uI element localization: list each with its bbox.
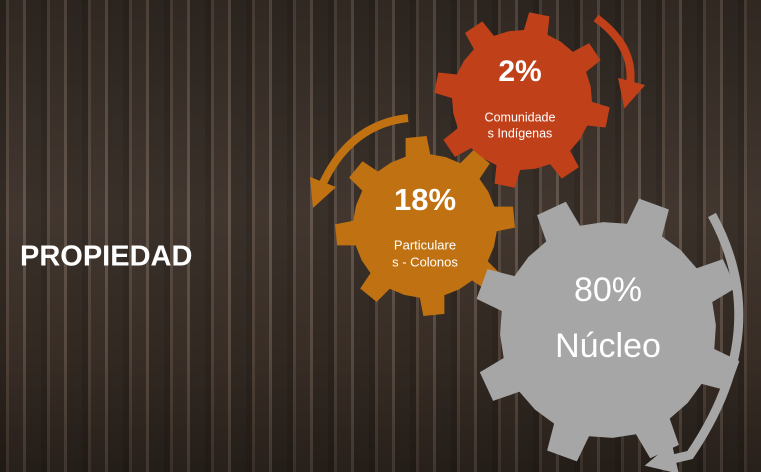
gear-label: Particulare [394, 237, 456, 252]
gear [476, 198, 740, 462]
gear-label: s - Colonos [392, 254, 458, 269]
gear-value: 80% [574, 271, 642, 309]
gear-label: s Indígenas [488, 126, 553, 140]
gear-label: Comunidade [485, 110, 556, 124]
gear-value: 2% [498, 55, 541, 88]
arrow [644, 212, 744, 472]
arrow [593, 14, 646, 109]
gear [434, 12, 610, 188]
title: PROPIEDAD [20, 241, 192, 273]
gear [335, 136, 515, 316]
arrow [309, 114, 409, 209]
gear-value: 18% [394, 182, 456, 217]
gear-label: Núcleo [555, 327, 661, 365]
